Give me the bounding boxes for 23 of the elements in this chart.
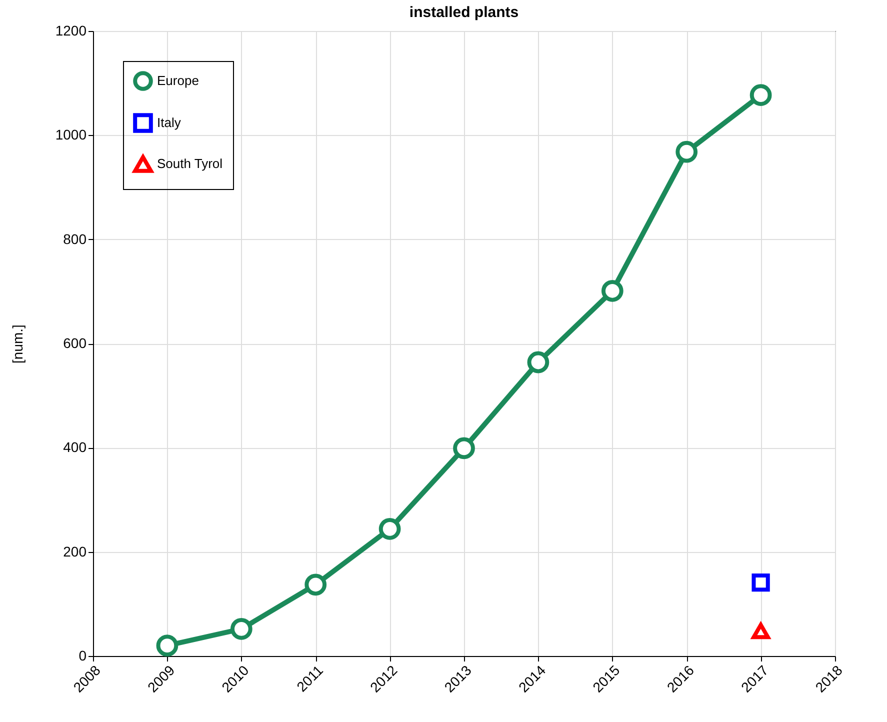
y-tick-label: 600 bbox=[63, 335, 87, 351]
point bbox=[378, 518, 401, 540]
y-axis-title: [num.] bbox=[9, 324, 26, 364]
point bbox=[676, 140, 698, 163]
chart-title: installed plants bbox=[409, 4, 519, 21]
y-tick-label: 400 bbox=[63, 439, 87, 456]
point bbox=[304, 574, 327, 596]
y-tick-label: 800 bbox=[63, 230, 87, 247]
point bbox=[156, 634, 178, 657]
point bbox=[527, 351, 550, 374]
point bbox=[750, 84, 772, 106]
point bbox=[752, 573, 770, 592]
legend-label: South Tyrol bbox=[157, 156, 223, 171]
y-tick-label: 1200 bbox=[55, 22, 87, 38]
point bbox=[230, 618, 252, 640]
point bbox=[752, 622, 770, 640]
legend-label: Italy bbox=[157, 115, 182, 130]
point bbox=[453, 437, 475, 460]
y-tick-label: 1000 bbox=[55, 126, 87, 143]
point bbox=[601, 280, 624, 302]
y-tick-label: 200 bbox=[63, 543, 87, 560]
y-tick-label: 0 bbox=[78, 648, 87, 664]
legend-label: Europe bbox=[157, 73, 199, 88]
